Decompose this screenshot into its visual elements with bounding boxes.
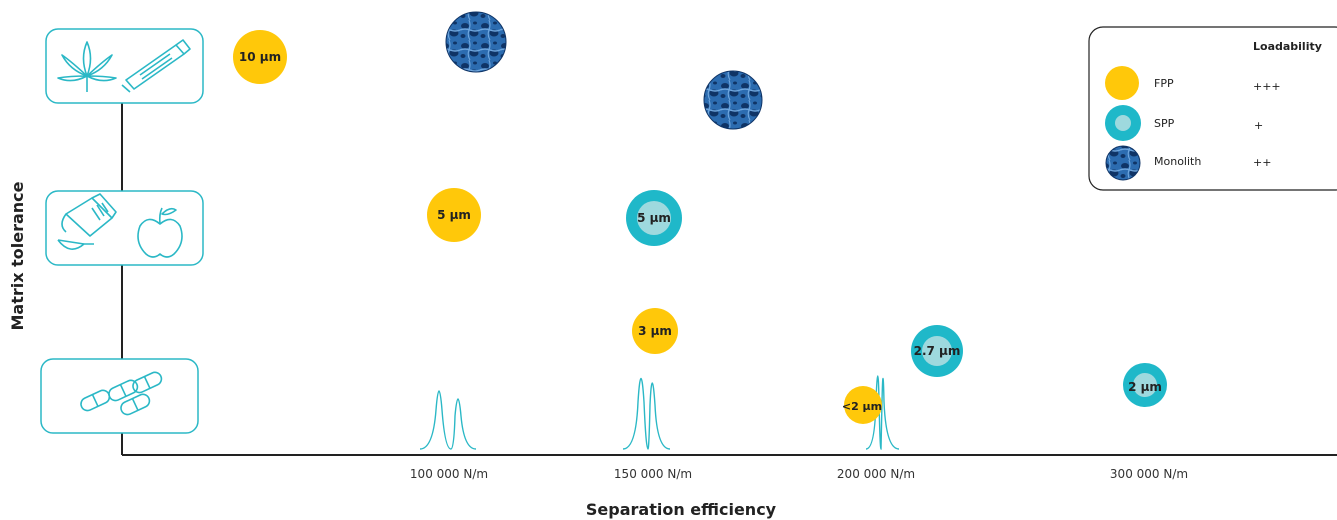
x-tick-label: 200 000 N/m — [837, 467, 915, 481]
fpp-point: 5 µm — [427, 188, 481, 242]
legend-label: FPP — [1154, 77, 1174, 90]
legend-loadability: +++ — [1253, 80, 1281, 93]
legend-swatch-fpp — [1105, 66, 1139, 100]
point-label: 2 µm — [1128, 380, 1162, 394]
legend-label: Monolith — [1154, 155, 1201, 168]
spp-point: 5 µm — [626, 190, 682, 246]
ointment-tube-icon — [121, 39, 191, 93]
x-tick-label: 150 000 N/m — [614, 467, 692, 481]
legend-loadability: + — [1254, 119, 1263, 132]
syrup-bottle-spoon-icon — [57, 193, 117, 250]
point-label: 3 µm — [638, 324, 672, 338]
x-tick-label: 300 000 N/m — [1110, 467, 1188, 481]
capsules-icon — [80, 371, 163, 416]
legend-swatch-spp-core — [1115, 115, 1131, 131]
apple-icon — [137, 207, 183, 258]
fpp-point: 10 µm — [233, 30, 287, 84]
y-axis-label: Matrix tolerance — [8, 181, 27, 330]
icon-box-medium — [45, 190, 204, 266]
fpp-point: 3 µm — [632, 308, 678, 354]
monolith-point — [703, 70, 763, 130]
legend: Loadability FPP +++ SPP + Monolith ++ — [1088, 26, 1337, 191]
legend-swatch-monolith — [1105, 145, 1141, 181]
monolith-point — [445, 11, 507, 73]
legend-label: SPP — [1154, 117, 1175, 130]
peak-pair-100k — [419, 390, 477, 450]
x-tick-label: 100 000 N/m — [410, 467, 488, 481]
legend-loadability: ++ — [1253, 156, 1271, 169]
point-label: <2 µm — [842, 400, 882, 413]
peak-pair-150k — [622, 378, 671, 450]
point-label: 10 µm — [239, 50, 281, 64]
point-label: 2.7 µm — [914, 344, 961, 358]
spp-point: 2 µm — [1123, 363, 1167, 407]
icon-box-low — [40, 358, 199, 434]
x-axis-label: Separation efficiency — [586, 500, 777, 519]
icon-box-high — [45, 28, 204, 104]
point-label: 5 µm — [637, 211, 671, 225]
fpp-point: <2 µm — [842, 386, 882, 424]
point-label: 5 µm — [437, 208, 471, 222]
legend-header: Loadability — [1253, 40, 1322, 53]
spp-point: 2.7 µm — [911, 325, 963, 377]
cannabis-leaf-icon — [57, 41, 117, 92]
